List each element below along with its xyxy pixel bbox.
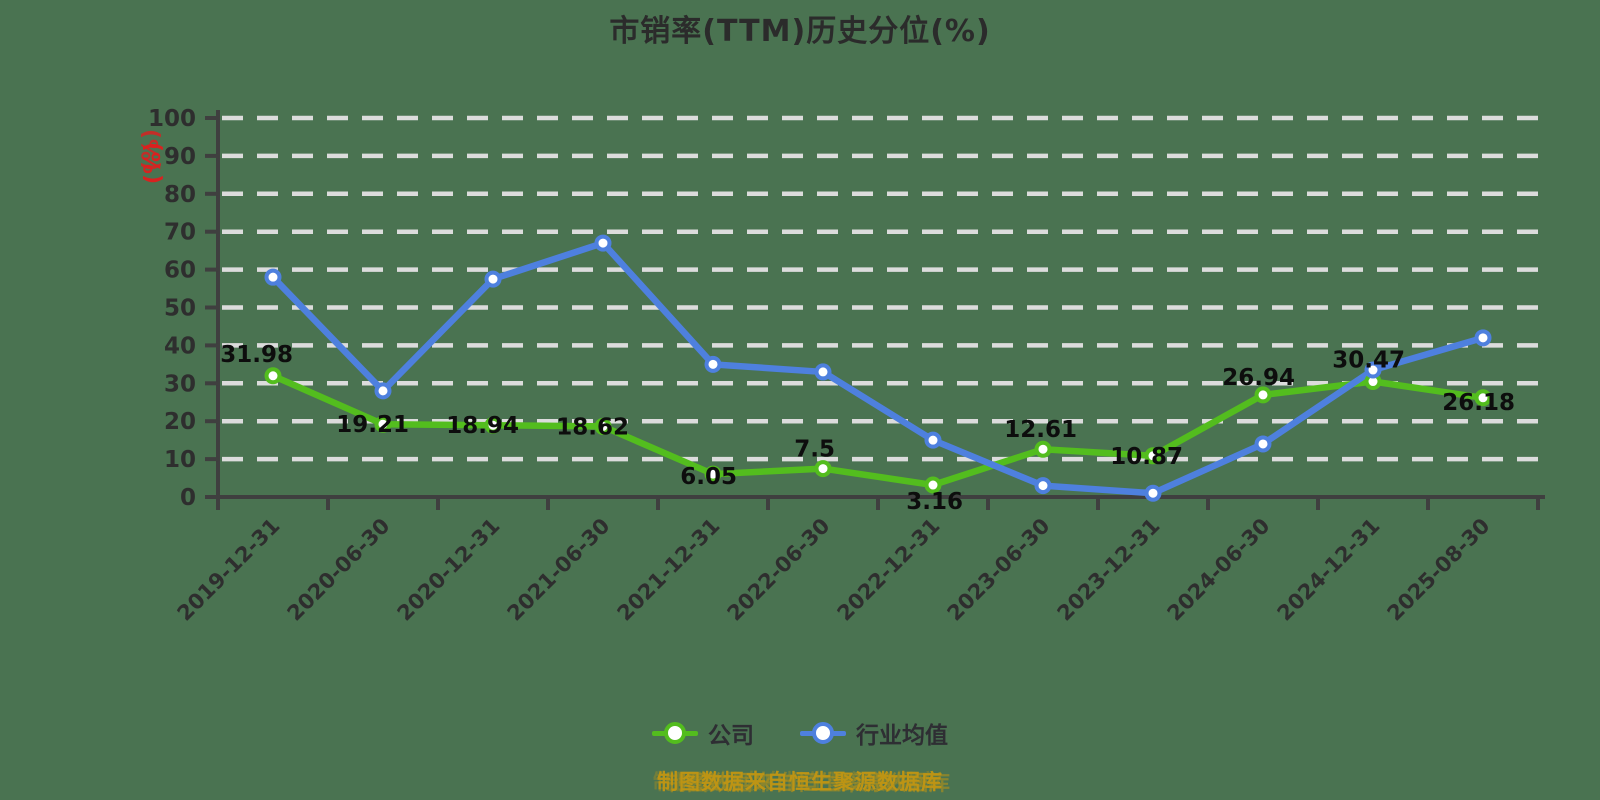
- data-label: 6.05: [680, 464, 737, 490]
- data-point-公司[interactable]: [594, 417, 612, 435]
- legend-dot: [812, 722, 834, 744]
- x-tick-label: 2024-12-31: [1273, 514, 1385, 626]
- x-tick-label: 2023-06-30: [943, 514, 1055, 626]
- data-point-行业均值[interactable]: [1474, 329, 1492, 347]
- legend-label: 公司: [708, 723, 754, 749]
- data-source-footer: 制图数据来自恒生聚源数据库: [657, 770, 943, 794]
- data-label: 10.87: [1110, 444, 1183, 470]
- data-point-公司[interactable]: [924, 476, 942, 494]
- data-point-公司[interactable]: [704, 465, 722, 483]
- x-tick-label: 2020-12-31: [393, 514, 505, 626]
- data-label: 18.62: [556, 414, 629, 440]
- data-point-公司[interactable]: [484, 416, 502, 434]
- data-label: 26.94: [1222, 365, 1295, 391]
- data-label: 31.98: [220, 342, 293, 368]
- y-tick-label: 60: [164, 258, 196, 284]
- legend-dot: [664, 722, 686, 744]
- data-label: 19.21: [336, 412, 409, 438]
- y-tick-label: 0: [180, 485, 196, 511]
- data-label: 30.47: [1332, 348, 1405, 374]
- data-point-公司[interactable]: [374, 415, 392, 433]
- y-tick-label: 50: [164, 296, 196, 322]
- x-tick-label: 2022-12-31: [833, 514, 945, 626]
- x-tick-label: 2021-12-31: [613, 514, 725, 626]
- y-axis-unit-label: (%): [139, 129, 164, 171]
- chart-legend: 公司 行业均值: [0, 716, 1600, 750]
- data-point-公司[interactable]: [1144, 447, 1162, 465]
- data-point-公司[interactable]: [1474, 389, 1492, 407]
- y-tick-label: 40: [164, 333, 196, 359]
- legend-item-行业均值[interactable]: 行业均值: [800, 716, 948, 750]
- data-label: 7.5: [794, 437, 835, 463]
- data-point-行业均值[interactable]: [1254, 435, 1272, 453]
- legend-line-marker-icon: [652, 722, 698, 744]
- y-axis-unit-label: (%): [141, 142, 166, 184]
- series-line-公司: [269, 372, 1487, 489]
- x-tick-label: 2025-08-30: [1383, 514, 1495, 626]
- x-tick-label: 2022-06-30: [723, 514, 835, 626]
- y-tick-label: 30: [164, 371, 196, 397]
- x-tick-label: 2024-06-30: [1163, 514, 1275, 626]
- data-point-行业均值[interactable]: [264, 268, 282, 286]
- data-label: 18.94: [446, 413, 519, 439]
- y-tick-label: 100: [148, 106, 196, 132]
- data-point-行业均值[interactable]: [1034, 477, 1052, 495]
- x-tick-label: 2023-12-31: [1053, 514, 1165, 626]
- legend-label: 行业均值: [856, 723, 948, 749]
- x-tick-label: 2020-06-30: [283, 514, 395, 626]
- data-point-公司[interactable]: [814, 460, 832, 478]
- x-tick-label: 2021-06-30: [503, 514, 615, 626]
- y-tick-label: 10: [164, 447, 196, 473]
- data-point-行业均值[interactable]: [1364, 361, 1382, 379]
- legend-line-marker-icon: [800, 722, 846, 744]
- data-point-行业均值[interactable]: [594, 234, 612, 252]
- series-line-行业均值: [269, 239, 1487, 497]
- chart-title: 市销率(TTM)历史分位(%): [609, 14, 991, 49]
- data-label: 3.16: [906, 489, 963, 515]
- x-tick-label: 2019-12-31: [173, 514, 285, 626]
- data-point-行业均值[interactable]: [1144, 484, 1162, 502]
- y-tick-label: 80: [164, 182, 196, 208]
- y-tick-label: 90: [164, 144, 196, 170]
- legend-item-公司[interactable]: 公司: [652, 716, 754, 750]
- data-point-行业均值[interactable]: [814, 363, 832, 381]
- y-tick-label: 20: [164, 409, 196, 435]
- data-point-公司[interactable]: [264, 367, 282, 385]
- data-point-行业均值[interactable]: [924, 431, 942, 449]
- data-point-行业均值[interactable]: [484, 270, 502, 288]
- data-point-公司[interactable]: [1034, 440, 1052, 458]
- y-tick-label: 70: [164, 220, 196, 246]
- data-label: 26.18: [1442, 390, 1515, 416]
- data-point-行业均值[interactable]: [374, 382, 392, 400]
- data-point-公司[interactable]: [1254, 386, 1272, 404]
- data-point-行业均值[interactable]: [704, 355, 722, 373]
- data-label: 12.61: [1004, 417, 1077, 443]
